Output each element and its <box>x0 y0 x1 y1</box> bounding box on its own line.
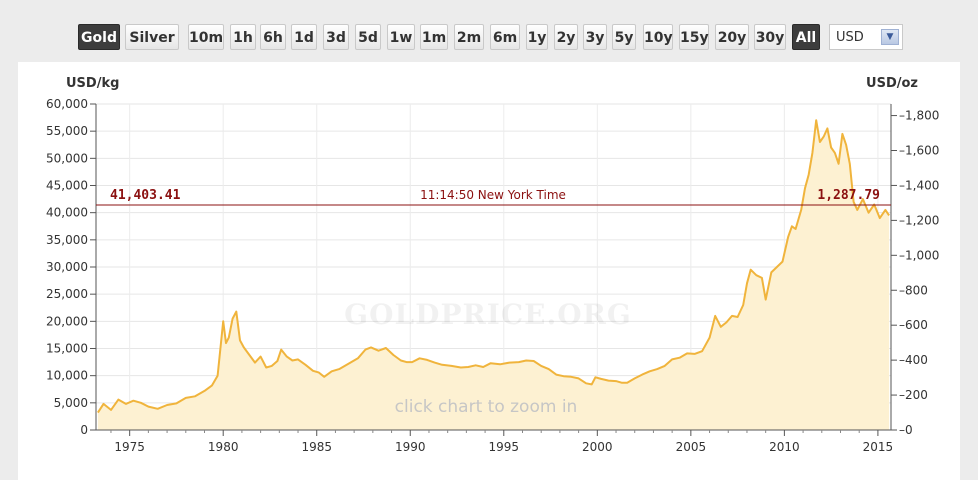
range-button-5d[interactable]: 5d <box>355 24 381 50</box>
left-unit-label: USD/kg <box>66 76 119 91</box>
x-tick-label: 1990 <box>395 440 426 454</box>
range-button-1h[interactable]: 1h <box>230 24 256 50</box>
y-tick-label: 5,000 <box>54 396 88 410</box>
y2-tick-label: –0 <box>899 423 913 437</box>
range-button-6h[interactable]: 6h <box>260 24 286 50</box>
metal-button-gold[interactable]: Gold <box>78 24 120 50</box>
y2-tick-label: –1,600 <box>899 144 939 158</box>
y2-tick-label: –1,800 <box>899 109 939 123</box>
gold-price-chart[interactable]: USD/kg USD/oz GOLDPRICE.ORG 0 5,000 10,000… <box>18 62 960 480</box>
currency-select[interactable]: USD ▼ <box>829 24 903 50</box>
x-tick-label: 2015 <box>863 440 894 454</box>
x-tick-label: 1975 <box>114 440 145 454</box>
y-tick-label: 15,000 <box>46 342 88 356</box>
y-tick-label: 40,000 <box>46 206 88 220</box>
range-button-1d[interactable]: 1d <box>291 24 317 50</box>
range-button-all[interactable]: All <box>792 24 820 50</box>
range-button-5y[interactable]: 5y <box>612 24 636 50</box>
chart-panel[interactable]: USD/kg USD/oz GOLDPRICE.ORG 0 5,000 10,000… <box>18 62 960 480</box>
y2-tick-label: –400 <box>899 353 928 367</box>
y2-tick-label: –800 <box>899 283 928 297</box>
y-tick-label: 50,000 <box>46 151 88 165</box>
range-button-15y[interactable]: 15y <box>679 24 709 50</box>
range-button-6m[interactable]: 6m <box>490 24 520 50</box>
y-tick-label: 35,000 <box>46 233 88 247</box>
y-tick-label: 30,000 <box>46 260 88 274</box>
toolbar: Gold Silver 10m 1h 6h 1d 3d 5d 1w 1m 2m 6m 1y 2y 3y 5y… <box>0 0 978 62</box>
x-tick-label: 2005 <box>676 440 707 454</box>
range-button-3y[interactable]: 3y <box>583 24 607 50</box>
zoom-hint[interactable]: click chart to zoom in <box>395 397 578 417</box>
y2-tick-label: –1,400 <box>899 178 939 192</box>
range-button-2y[interactable]: 2y <box>554 24 578 50</box>
y-tick-label: 55,000 <box>46 124 88 138</box>
y-tick-label: 10,000 <box>46 369 88 383</box>
x-axis-ticks: 1975 1980 1985 1990 1995 2000 2005 2010 2015 <box>110 430 894 454</box>
y2-tick-label: –600 <box>899 318 928 332</box>
range-button-10m[interactable]: 10m <box>188 24 224 50</box>
y-tick-label: 0 <box>80 423 88 437</box>
range-button-20y[interactable]: 20y <box>715 24 749 50</box>
currency-value: USD <box>836 30 864 45</box>
x-tick-label: 1980 <box>208 440 239 454</box>
range-button-1y[interactable]: 1y <box>526 24 548 50</box>
x-tick-label: 2000 <box>582 440 613 454</box>
y-tick-label: 45,000 <box>46 179 88 193</box>
range-button-30y[interactable]: 30y <box>754 24 786 50</box>
grid-lines <box>96 103 891 431</box>
y-tick-label: 20,000 <box>46 314 88 328</box>
x-tick-label: 1985 <box>301 440 332 454</box>
range-button-10y[interactable]: 10y <box>643 24 673 50</box>
range-button-2m[interactable]: 2m <box>454 24 484 50</box>
y2-tick-label: –1,200 <box>899 213 939 227</box>
right-axis-ticks: –0 –200 –400 –600 –800 –1,000 –1,200 –1,400 –1,6… <box>891 109 939 437</box>
current-time-label: 11:14:50 New York Time <box>420 188 566 202</box>
y-tick-label: 60,000 <box>46 97 88 111</box>
left-axis-ticks: 0 5,000 10,000 15,000 20,000 25,000 30,000 35,0… <box>46 97 96 437</box>
y-tick-label: 25,000 <box>46 287 88 301</box>
price-line <box>97 119 890 414</box>
range-button-1w[interactable]: 1w <box>387 24 415 50</box>
current-price-kg: 41,403.41 <box>110 188 181 203</box>
x-tick-label: 2010 <box>769 440 800 454</box>
range-button-3d[interactable]: 3d <box>323 24 349 50</box>
watermark: GOLDPRICE.ORG <box>344 298 632 331</box>
price-area-fill <box>97 120 890 431</box>
y2-tick-label: –1,000 <box>899 248 939 262</box>
y2-tick-label: –200 <box>899 388 928 402</box>
right-unit-label: USD/oz <box>866 76 918 91</box>
x-tick-label: 1995 <box>489 440 520 454</box>
metal-button-silver[interactable]: Silver <box>125 24 179 50</box>
current-price-oz: 1,287.79 <box>817 188 880 203</box>
chevron-down-icon: ▼ <box>881 29 899 45</box>
range-button-1m[interactable]: 1m <box>420 24 448 50</box>
